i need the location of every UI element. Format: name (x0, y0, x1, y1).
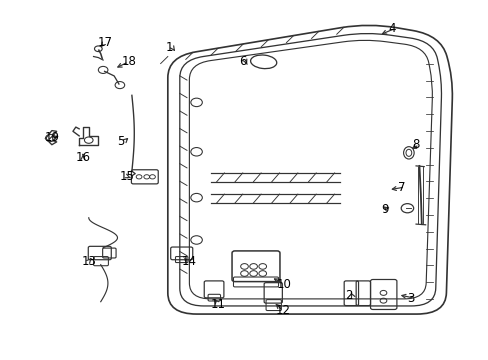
Text: 15: 15 (120, 170, 135, 183)
Text: 18: 18 (121, 55, 136, 68)
Text: 1: 1 (165, 41, 173, 54)
Text: 8: 8 (411, 138, 419, 151)
Text: 6: 6 (238, 55, 246, 68)
Text: 17: 17 (97, 36, 112, 49)
Text: 5: 5 (117, 135, 124, 148)
Text: 19: 19 (44, 131, 60, 144)
Text: 4: 4 (387, 22, 395, 35)
Text: 16: 16 (76, 150, 91, 163)
Text: 9: 9 (380, 203, 388, 216)
Text: 12: 12 (275, 304, 290, 317)
Text: 14: 14 (181, 255, 196, 268)
Text: 11: 11 (210, 298, 225, 311)
Text: 7: 7 (397, 181, 405, 194)
Text: 2: 2 (345, 289, 352, 302)
Text: 13: 13 (81, 255, 96, 267)
Text: 10: 10 (277, 278, 291, 291)
Text: 3: 3 (407, 292, 414, 305)
